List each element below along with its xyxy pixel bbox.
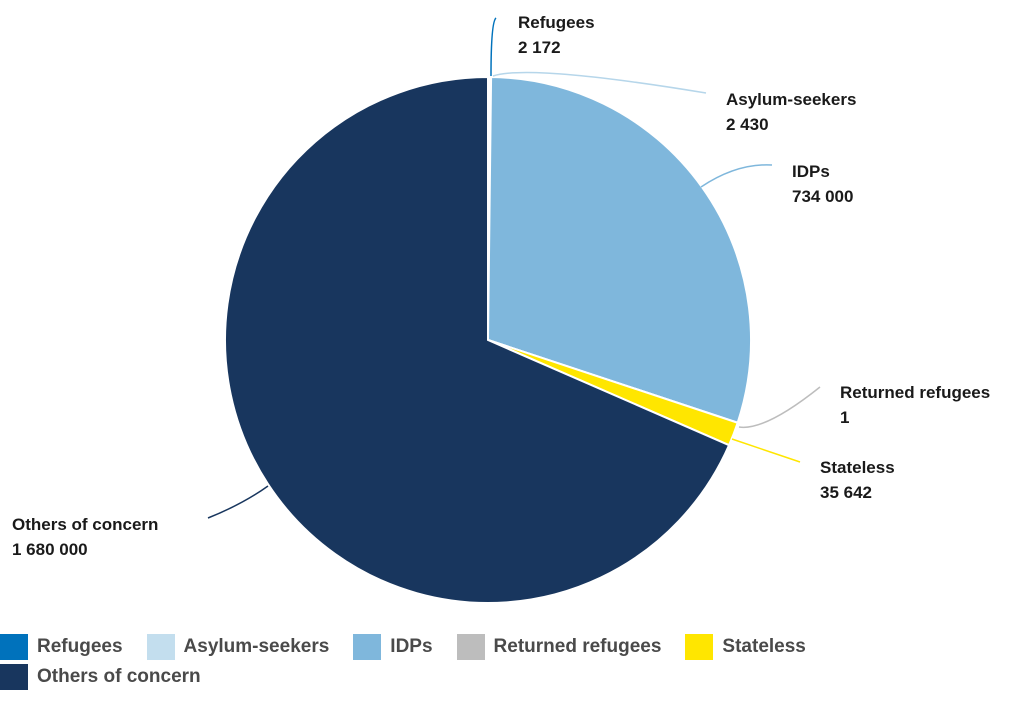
leader-line-stateless [731,438,801,463]
legend-label: Asylum-seekers [183,636,330,657]
legend-item-stateless: Stateless [685,634,806,660]
pie-slices [224,75,752,604]
leader-line-returned-refugees [738,386,821,429]
pie-chart: Refugees 2 172 Asylum-seekers 2 430 IDPs 734 … [12,13,990,604]
legend-row-2: Others of concern [0,662,1023,692]
pie-slice-others-of-concern [224,75,731,604]
legend-item-others-of-concern: Others of concern [0,664,201,690]
callout-name-refugees: Refugees [518,13,595,32]
callout-name-returned-refugees: Returned refugees [840,383,990,402]
legend-item-refugees: Refugees [0,634,123,660]
slice-callouts: Refugees 2 172 Asylum-seekers 2 430 IDPs 734 … [12,13,990,559]
leader-line-asylum-seekers [492,71,707,94]
callout-name-idps: IDPs [792,162,830,181]
legend-swatch-refugees [0,634,28,660]
legend-label: Others of concern [37,666,201,687]
leader-line-refugees [490,17,497,77]
legend-label: IDPs [390,636,433,657]
legend-label: Refugees [37,636,123,657]
legend-swatch-idps [353,634,382,660]
legend-swatch-stateless [685,634,714,660]
legend-label: Stateless [722,636,806,657]
legend-item-idps: IDPs [353,634,433,660]
callout-name-asylum-seekers: Asylum-seekers [726,90,856,109]
callout-value-stateless: 35 642 [820,483,872,502]
leader-line-others-of-concern [207,485,269,519]
legend-swatch-asylum-seekers [146,634,175,660]
callout-value-returned-refugees: 1 [840,408,849,427]
legend-item-returned-refugees: Returned refugees [456,634,662,660]
callout-value-asylum-seekers: 2 430 [726,115,769,134]
legend: Refugees Asylum-seekers IDPs Returned re… [0,632,1023,692]
leader-line-idps [700,164,773,188]
callout-value-others-of-concern: 1 680 000 [12,540,88,559]
pie-slice-idps [486,76,752,425]
legend-row-1: Refugees Asylum-seekers IDPs Returned re… [0,632,1023,662]
legend-label: Returned refugees [493,636,662,657]
legend-item-asylum-seekers: Asylum-seekers [146,634,330,660]
legend-swatch-returned-refugees [456,634,485,660]
callout-value-refugees: 2 172 [518,38,561,57]
callout-value-idps: 734 000 [792,187,853,206]
callout-name-stateless: Stateless [820,458,895,477]
legend-swatch-others-of-concern [0,664,28,690]
callout-name-others-of-concern: Others of concern [12,515,158,534]
leader-lines [207,17,821,519]
